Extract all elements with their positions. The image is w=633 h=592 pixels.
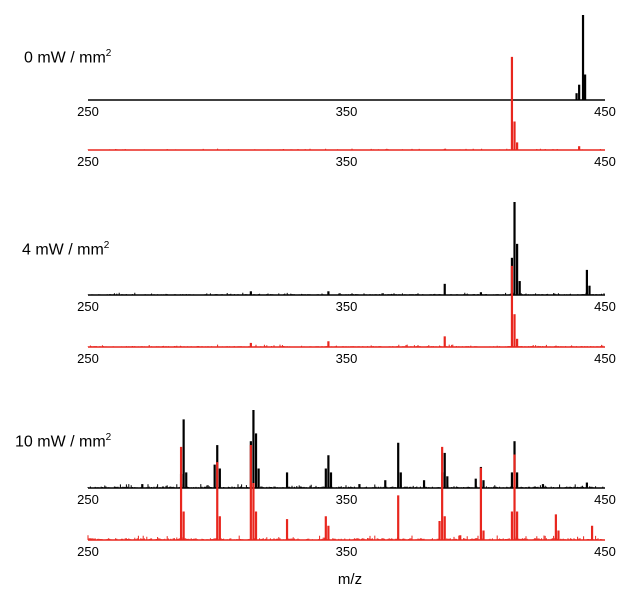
panel-label-4mw: 4 mW / mm2 xyxy=(22,240,110,259)
tick-label-p1-s1-350: 350 xyxy=(336,351,358,366)
panel-label-10mw: 10 mW / mm2 xyxy=(15,432,112,451)
noise-trace-p2-s0 xyxy=(87,484,605,488)
tick-label-p0-s0-450: 450 xyxy=(594,104,616,119)
tick-label-p2-s1-250: 250 xyxy=(77,544,99,559)
noise-trace-p0-s1 xyxy=(87,148,605,150)
noise-trace-p2-s1 xyxy=(87,535,604,540)
panel-label-0mw: 0 mW / mm2 xyxy=(24,48,112,67)
tick-label-p2-s0-250: 250 xyxy=(77,492,99,507)
tick-label-p2-s0-450: 450 xyxy=(594,492,616,507)
tick-label-p0-s1-350: 350 xyxy=(336,154,358,169)
tick-label-p1-s1-450: 450 xyxy=(594,351,616,366)
tick-label-p0-s0-350: 350 xyxy=(336,104,358,119)
x-axis-title: m/z xyxy=(338,571,362,588)
tick-label-p2-s1-350: 350 xyxy=(336,544,358,559)
tick-label-p0-s1-450: 450 xyxy=(594,154,616,169)
tick-label-p1-s0-450: 450 xyxy=(594,299,616,314)
tick-label-p1-s1-250: 250 xyxy=(77,351,99,366)
tick-label-p1-s0-350: 350 xyxy=(336,299,358,314)
tick-label-p0-s1-250: 250 xyxy=(77,154,99,169)
noise-trace-p1-s0 xyxy=(87,292,605,295)
tick-label-p1-s0-250: 250 xyxy=(77,299,99,314)
tick-label-p0-s0-250: 250 xyxy=(77,104,99,119)
tick-label-p2-s0-350: 350 xyxy=(336,492,358,507)
tick-label-p2-s1-450: 450 xyxy=(594,544,616,559)
noise-trace-p1-s1 xyxy=(87,344,605,347)
